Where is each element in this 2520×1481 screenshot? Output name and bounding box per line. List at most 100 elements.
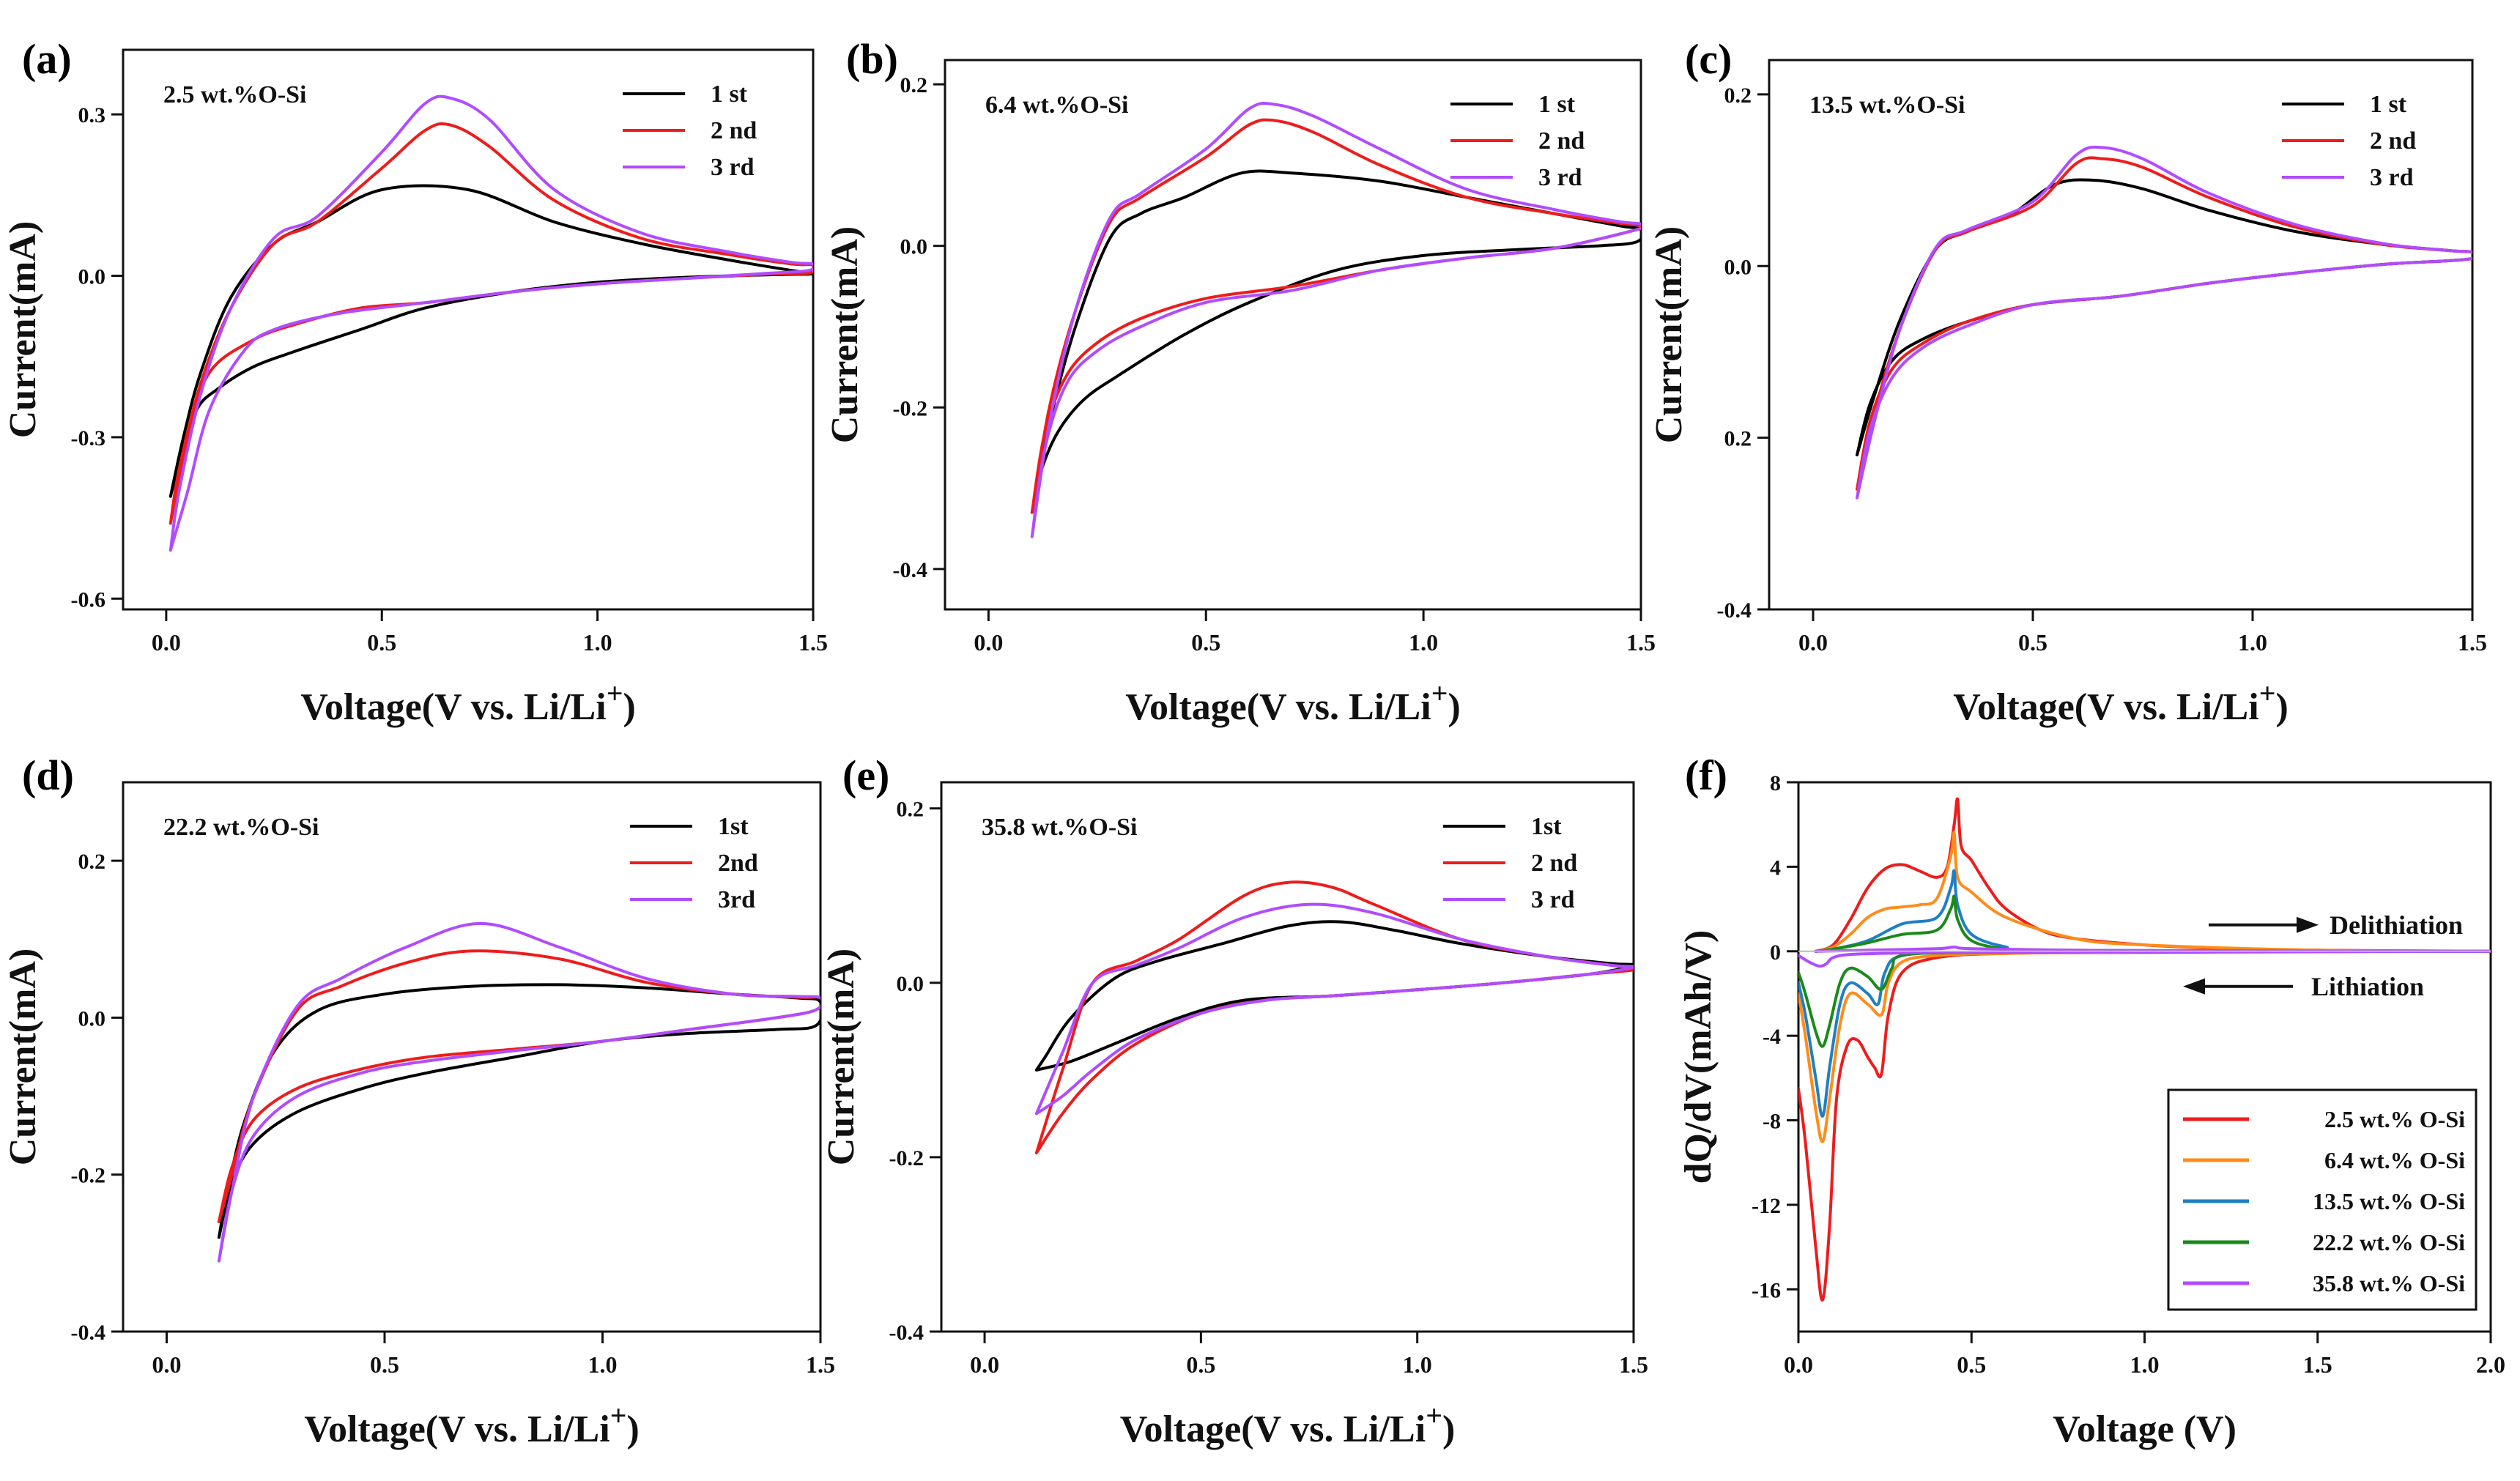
y-tick-label: 0.2: [900, 73, 928, 97]
series-line-1: [1030, 169, 1641, 514]
y-tick-label: -12: [1752, 1194, 1781, 1218]
x-axis-label: Voltage(V vs. Li/Li+): [1953, 677, 2289, 728]
series-line-2: [1030, 118, 1641, 514]
x-tick-label: 0.5: [367, 629, 396, 656]
y-tick-label: 0.2: [1724, 83, 1752, 108]
x-tick-label: 0.5: [1191, 629, 1220, 656]
series-line-2: [168, 122, 813, 525]
y-tick-label: -8: [1763, 1110, 1781, 1134]
y-tick-label: -0.2: [889, 1146, 924, 1170]
legend-entry: 2 nd: [2370, 127, 2416, 155]
series-line-1: [1856, 178, 2472, 457]
legend-entry: 2nd: [718, 850, 758, 877]
legend-entry: 1 st: [711, 81, 748, 108]
series-line-2: [1856, 156, 2472, 491]
series-line-3: [1030, 101, 1641, 538]
sample-annotation: 13.5 wt.%O-Si: [1809, 92, 1965, 119]
y-tick-label: -0.4: [1717, 598, 1752, 623]
plot-frame: [122, 48, 815, 611]
y-tick-label: -0.2: [893, 396, 928, 420]
y-axis-label: dQ/dV(mAh/V): [1678, 930, 1719, 1184]
y-tick-label: -0.3: [71, 426, 106, 450]
x-tick-label: 0.5: [1957, 1351, 1986, 1378]
legend-entry: 2.5 wt.% O-Si: [2324, 1106, 2465, 1132]
x-tick-label: 1.0: [588, 1351, 618, 1378]
series-group: [1030, 101, 1641, 538]
y-tick-label: -4: [1763, 1025, 1781, 1049]
x-tick-label: 0.0: [970, 1351, 999, 1378]
y-axis-label: Current(mA): [2, 949, 44, 1166]
x-tick-label: 0.5: [370, 1351, 399, 1378]
x-tick-label: 1.5: [2303, 1351, 2332, 1378]
panel-label: (f): [1685, 751, 1727, 799]
y-tick-label: 8: [1770, 771, 1781, 795]
series-group: [1034, 880, 1634, 1154]
sample-annotation: 6.4 wt.%O-Si: [985, 92, 1129, 119]
panel-a: (a) 0.0 0.5 1.0 1.5 -0.6 -0.3 0.0 0.3 Voltage(V v…: [2, 35, 828, 728]
x-tick-label: 1.0: [2238, 629, 2267, 656]
x-tick-label: 0.5: [2018, 629, 2048, 656]
x-tick-label: 0.0: [1784, 1351, 1813, 1378]
panel-f: (f) 0.0 0.5 1.0 1.5 2.0 -16 -12 -8 -4 0 4 8 Voltage (…: [1678, 751, 2505, 1450]
series-line-3: [1034, 902, 1634, 1116]
legend-entry: 3rd: [718, 886, 755, 913]
x-tick-label: 1.0: [1409, 629, 1438, 656]
series-line-1: [168, 184, 813, 498]
y-tick-label: 0: [1770, 940, 1781, 965]
x-tick-label: 1.0: [583, 629, 612, 656]
x-tick-label: 1.5: [1619, 1351, 1648, 1378]
y-axis-label: Current(mA): [2, 221, 44, 439]
y-axis-label: Current(mA): [1648, 226, 1690, 444]
plot-frame: [944, 59, 1642, 611]
panel-label: (e): [842, 751, 889, 799]
legend-entry: 1st: [718, 813, 749, 840]
legend-entry: 35.8 wt.% O-Si: [2313, 1270, 2465, 1296]
x-tick-label: 0.0: [152, 629, 181, 656]
legend-entry: 2 nd: [1538, 127, 1585, 155]
legend-entry: 3 rd: [1531, 886, 1575, 913]
series-line-2: [217, 949, 820, 1223]
lithiation-label: Lithiation: [2311, 972, 2424, 1001]
series-line-3: [168, 94, 813, 552]
y-tick-label: 0.0: [897, 972, 924, 996]
y-tick-label: 0.0: [78, 265, 106, 289]
series-group: [217, 921, 820, 1263]
y-tick-label: 0.0: [1724, 255, 1752, 279]
legend-entry: 3 rd: [2370, 164, 2414, 191]
x-axis-label: Voltage (V): [2053, 1408, 2236, 1450]
legend-entry: 1 st: [1538, 91, 1576, 118]
y-axis-label: Current(mA): [820, 949, 862, 1166]
sample-annotation: 2.5 wt.%O-Si: [163, 81, 307, 108]
y-tick-label: 0.0: [78, 1006, 106, 1031]
panel-d: (d) 0.0 0.5 1.0 1.5 -0.4 -0.2 0.0 0.2 Voltage(V v…: [2, 751, 835, 1450]
y-tick-label: -16: [1752, 1278, 1781, 1302]
x-tick-label: 1.0: [2130, 1351, 2160, 1378]
series-line-3: [1856, 145, 2472, 500]
series-line-2-delithiation: [1814, 831, 2491, 953]
delithiation-label: Delithiation: [2330, 910, 2463, 940]
y-tick-label: 0.2: [897, 798, 924, 822]
x-axis-label: Voltage(V vs. Li/Li+): [1125, 677, 1461, 728]
x-tick-label: 0.0: [1798, 629, 1828, 656]
legend-entry: 13.5 wt.% O-Si: [2313, 1188, 2465, 1214]
x-tick-label: 1.5: [2458, 629, 2487, 656]
x-tick-label: 1.5: [1626, 629, 1656, 656]
series-group: [168, 94, 813, 552]
legend-entry: 2 nd: [1531, 850, 1577, 877]
legend-entry: 6.4 wt.% O-Si: [2324, 1147, 2465, 1173]
y-tick-label: 0.3: [78, 103, 106, 127]
x-tick-label: 2.0: [2476, 1351, 2505, 1378]
series-group: [1856, 145, 2472, 500]
y-axis-label: Current(mA): [824, 226, 866, 444]
x-tick-label: 1.5: [798, 629, 828, 656]
plot-frame: [122, 781, 822, 1333]
x-tick-label: 1.5: [806, 1351, 835, 1378]
legend-entry: 1 st: [2370, 91, 2407, 118]
y-tick-label: -0.4: [893, 558, 928, 582]
y-tick-label: -0.4: [71, 1321, 106, 1345]
panel-e: (e) 0.0 0.5 1.0 1.5 -0.4 -0.2 0.0 0.2 Voltage(V v…: [820, 751, 1648, 1450]
x-axis-label: Voltage(V vs. Li/Li+): [304, 1399, 640, 1450]
sample-annotation: 22.2 wt.%O-Si: [163, 814, 319, 841]
legend-entry: 3 rd: [711, 154, 755, 181]
legend-entry: 22.2 wt.% O-Si: [2313, 1229, 2465, 1255]
